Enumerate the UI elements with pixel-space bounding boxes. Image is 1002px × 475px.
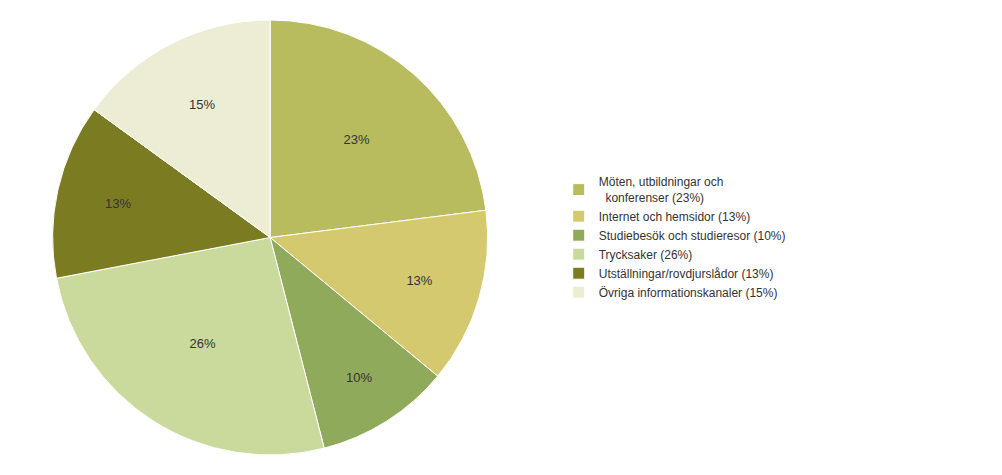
svg-text:Trycksaker (26%): Trycksaker (26%) (599, 248, 693, 262)
svg-text:13%: 13% (105, 196, 131, 211)
svg-text:Övriga informationskanaler (15: Övriga informationskanaler (15%) (599, 286, 778, 300)
svg-text:23%: 23% (343, 132, 369, 147)
svg-text:Möten, utbildningar och konfe: Möten, utbildningar och konferenser (23%… (599, 175, 724, 205)
svg-text:Utställningar/rovdjurslådor (1: Utställningar/rovdjurslådor (13%) (599, 267, 774, 281)
svg-text:15%: 15% (189, 97, 215, 112)
svg-text:Studiebesök och studieresor (1: Studiebesök och studieresor (10%) (599, 229, 786, 243)
svg-text:Internet och hemsidor (13%): Internet och hemsidor (13%) (599, 210, 750, 224)
svg-text:10%: 10% (346, 370, 372, 385)
svg-text:26%: 26% (189, 336, 215, 351)
svg-text:13%: 13% (406, 273, 432, 288)
